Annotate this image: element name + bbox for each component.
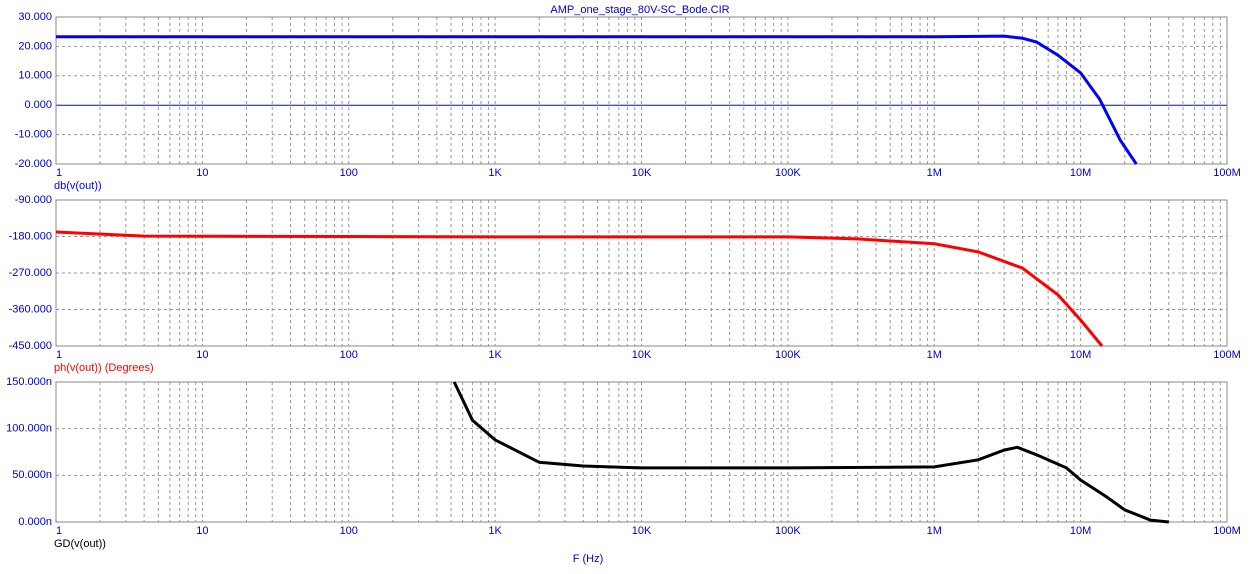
x-tick-label: 100K — [775, 349, 801, 361]
x-tick-label: 10K — [632, 349, 652, 361]
plot-frame — [55, 381, 1228, 523]
x-tick-label: 10M — [1070, 525, 1091, 537]
series-line — [56, 230, 1104, 347]
x-tick-label: 1 — [56, 349, 62, 361]
x-tick-label: 1M — [927, 525, 942, 537]
x-tick-label: 10K — [632, 525, 652, 537]
x-tick-label: 1K — [488, 349, 502, 361]
plot-frame — [55, 199, 1228, 347]
chart-title: AMP_one_stage_80V-SC_Bode.CIR — [550, 4, 729, 16]
plot-frame — [55, 16, 1228, 165]
x-tick-label: 100M — [1213, 167, 1241, 179]
x-tick-label: 100 — [340, 167, 358, 179]
y-tick-label: 0.000 — [24, 99, 52, 111]
y-tick-label: 100.000n — [6, 423, 52, 435]
x-axis-label: F (Hz) — [573, 553, 604, 565]
y-axis-label: GD(v(out)) — [54, 538, 106, 550]
x-tick-label: 1K — [488, 167, 502, 179]
x-tick-label: 10M — [1070, 167, 1091, 179]
y-tick-label: -360.000 — [9, 303, 52, 315]
x-tick-label: 10M — [1070, 349, 1091, 361]
x-tick-label: 100K — [775, 167, 801, 179]
series-line — [452, 381, 1169, 524]
y-tick-label: 30.000 — [18, 11, 52, 23]
x-tick-label: 100 — [340, 349, 358, 361]
y-axis-label: ph(v(out)) (Degrees) — [54, 362, 154, 374]
y-tick-label: -20.000 — [15, 158, 52, 170]
y-tick-label: -270.000 — [9, 267, 52, 279]
y-tick-label: -10.000 — [15, 129, 52, 141]
y-axis-label: db(v(out)) — [54, 180, 102, 192]
y-tick-label: 0.000n — [18, 516, 52, 528]
y-tick-label: 20.000 — [18, 40, 52, 52]
x-tick-label: 100M — [1213, 349, 1241, 361]
x-tick-label: 100K — [775, 525, 801, 537]
x-tick-label: 1M — [927, 167, 942, 179]
y-tick-label: 10.000 — [18, 70, 52, 82]
x-tick-label: 1K — [488, 525, 502, 537]
y-tick-label: -450.000 — [9, 340, 52, 352]
y-tick-label: -180.000 — [9, 230, 52, 242]
x-tick-label: 10 — [196, 525, 208, 537]
x-tick-label: 100 — [340, 525, 358, 537]
x-tick-label: 10 — [196, 349, 208, 361]
y-tick-label: -90.000 — [15, 194, 52, 206]
x-tick-label: 10 — [196, 167, 208, 179]
y-tick-label: 50.000n — [12, 469, 52, 481]
y-tick-label: 150.000n — [6, 376, 52, 388]
x-tick-label: 1 — [56, 167, 62, 179]
x-tick-label: 1 — [56, 525, 62, 537]
series-line — [56, 34, 1138, 165]
x-tick-label: 100M — [1213, 525, 1241, 537]
x-tick-label: 10K — [632, 167, 652, 179]
x-tick-label: 1M — [927, 349, 942, 361]
